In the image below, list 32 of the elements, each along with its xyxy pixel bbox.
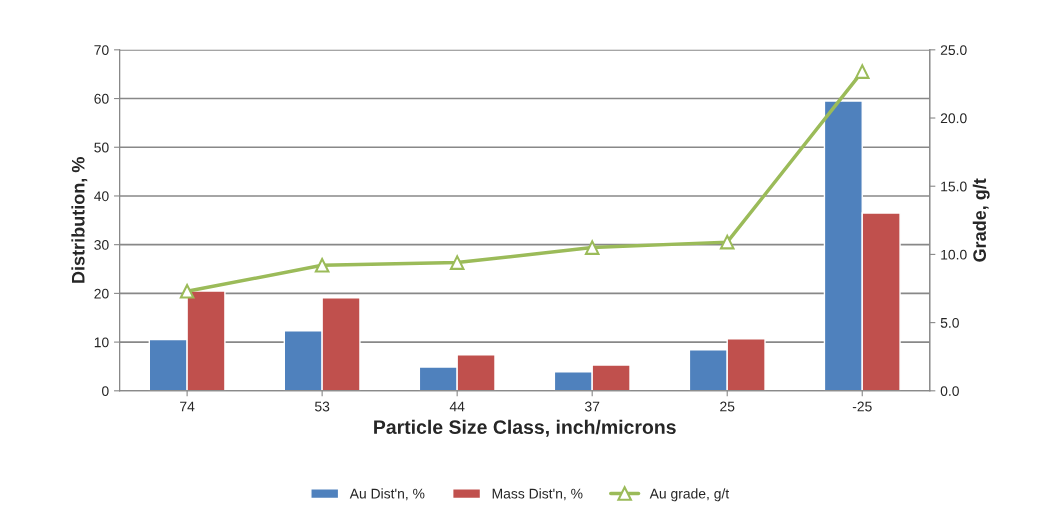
x-tick-label: 37 (585, 401, 600, 412)
y2-axis-title: Grade, g/t (972, 178, 990, 262)
point (449, 255, 465, 270)
y2-tick-label: 25.0 (940, 45, 967, 55)
x-tick-label: 44 (449, 401, 465, 412)
point (179, 283, 195, 299)
y2-tick-label: 0.0 (940, 386, 959, 396)
y-tick-label: 70 (94, 45, 109, 55)
point (719, 234, 735, 250)
x-tick-label: 25 (720, 401, 735, 412)
x-axis-title: Particle Size Class, inch/microns (374, 419, 676, 437)
x-tick-label: 74 (180, 401, 195, 412)
y-tick-label: 0 (102, 386, 109, 396)
y2-tick-label: 15.0 (941, 181, 967, 192)
y-tick-label: 40 (94, 191, 109, 202)
y2-tick-label: 20.0 (940, 113, 967, 124)
legend-label: Au Dist'n, % (349, 488, 425, 501)
y-tick-label: 30 (94, 240, 109, 250)
point (314, 258, 330, 273)
y-tick-label: 60 (94, 93, 109, 104)
point (584, 240, 600, 255)
x-tick-label: 53 (314, 401, 330, 412)
y2-tick-label: 5.0 (940, 317, 959, 328)
y-tick-label: 10 (94, 337, 109, 348)
y-tick-label: 50 (94, 142, 109, 153)
point (854, 64, 870, 79)
y-axis-title: Distribution, % (71, 157, 88, 283)
y-tick-label: 20 (94, 288, 109, 299)
legend-label: Au grade, g/t (649, 488, 730, 502)
y2-tick-label: 10.0 (941, 249, 967, 260)
legend-label: Mass Dist'n, % (492, 488, 583, 501)
x-tick-label: -25 (852, 401, 872, 412)
